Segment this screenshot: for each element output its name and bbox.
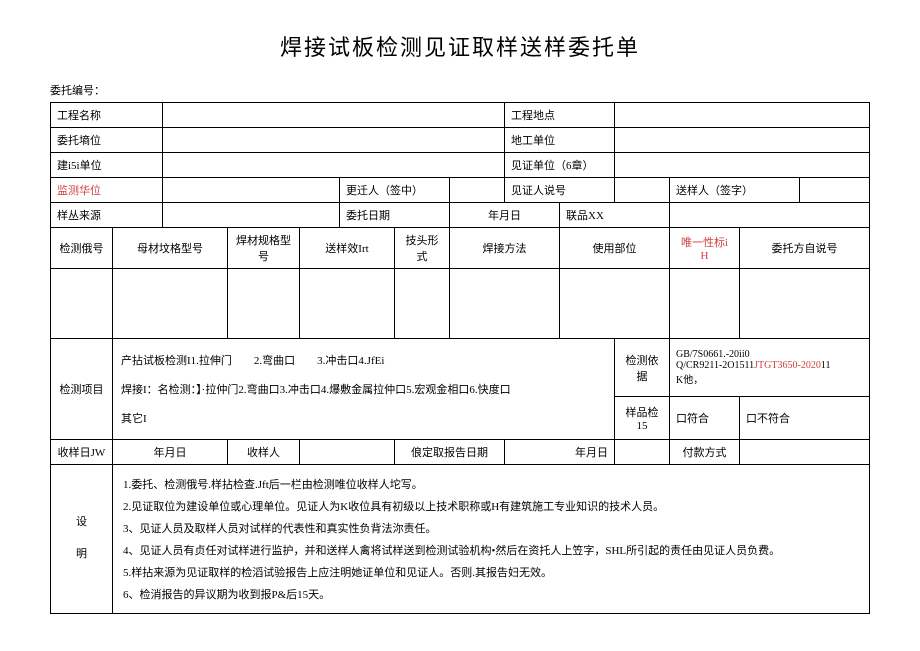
page-title: 焊接试板检测见证取样送样委托单 xyxy=(50,30,870,62)
basis-l3: K他， xyxy=(676,371,863,386)
h2-c5: 技头形式 xyxy=(395,228,450,269)
field-witness-no xyxy=(615,178,670,203)
inst-label-2: 明 xyxy=(57,545,106,565)
label-contact: 联品XX xyxy=(560,203,670,228)
data-c6 xyxy=(450,269,560,339)
basis-l2a: Q/CR9211-2O1511 xyxy=(676,360,754,371)
main-form-table: 工程名称 工程地点 委托墒位 地工单位 建i5i单位 见证单位（6章） 监测华位… xyxy=(50,102,870,614)
inst-l1: 1.委托、检测俄号.样拈检查.Jft后一栏由检测唯位收样人坨写。 xyxy=(123,473,859,495)
field-report-date: 年月日 xyxy=(505,440,615,465)
field-test-items: 产拈试板检测I1.拉伸门 2.弯曲口 3.冲击口4.JfEi 焊接I：名检测：】… xyxy=(113,339,615,440)
basis-l2b: JTGT3650-2020 xyxy=(754,360,821,371)
h2-c9: 委托方自说号 xyxy=(740,228,870,269)
label-instructions: 设 明 xyxy=(51,465,113,614)
field-entrust-unit xyxy=(163,128,505,153)
h2-c6: 焊接方法 xyxy=(450,228,560,269)
label-test-items: 检测项目 xyxy=(51,339,113,440)
label-project-location: 工程地点 xyxy=(505,103,615,128)
h2-c8: 唯一性标i H xyxy=(670,228,740,269)
field-build-unit xyxy=(163,153,505,178)
label-recv-date: 收样日JW xyxy=(51,440,113,465)
data-c2 xyxy=(113,269,228,339)
label-signer: 更迁人（签中） xyxy=(340,178,450,203)
field-test-basis: GB/7S0661.-20ii0 Q/CR9211-2O1511JTGT3650… xyxy=(670,339,870,397)
inst-l5: 5.样拈来源为见证取样的检滔试验报告上应注明她证单位和见证人。否则.其报告妇无效… xyxy=(123,561,859,583)
inst-l4: 4、见证人员有贞任对试样进行监护，并和送样人禽将试样送到检测试验机构•然后在资托… xyxy=(123,539,859,561)
field-signer xyxy=(450,178,505,203)
label-test-basis: 检测依据 xyxy=(615,339,670,397)
label-payment: 付款方式 xyxy=(670,440,740,465)
ti-line2: 焊接I：名检测：】·拉仲门2.弯曲口3.冲击口4.爆敷金属拉仲口5.宏观金相口6… xyxy=(121,371,606,407)
field-blank1 xyxy=(615,440,670,465)
data-c9 xyxy=(740,269,870,339)
data-c5 xyxy=(395,269,450,339)
field-entrust-date: 年月日 xyxy=(450,203,560,228)
field-sample-source xyxy=(163,203,340,228)
ti-line3: 其它I xyxy=(121,407,606,429)
h2-c7: 使用部位 xyxy=(560,228,670,269)
h2-c1: 检测俄号 xyxy=(51,228,113,269)
label-recv-person: 收样人 xyxy=(228,440,300,465)
h2-c4: 送样效Irt xyxy=(300,228,395,269)
label-entrust-date: 委托日期 xyxy=(340,203,450,228)
label-project-name: 工程名称 xyxy=(51,103,163,128)
check-no-match: 口不符合 xyxy=(740,397,870,440)
ti-line1: 产拈试板检测I1.拉伸门 2.弯曲口 3.冲击口4.JfEi xyxy=(121,349,606,371)
inst-l6: 6、检消报告的异议期为收到报P&后15天。 xyxy=(123,583,859,605)
label-witness-unit: 见证单位（6章） xyxy=(505,153,615,178)
basis-l1: GB/7S0661.-20ii0 xyxy=(676,349,863,360)
doc-no-label: 委托编号： xyxy=(50,82,870,98)
label-sender-sign: 送样人（签字） xyxy=(670,178,800,203)
h2-c3: 焊材规格型号 xyxy=(228,228,300,269)
data-c4 xyxy=(300,269,395,339)
data-c3 xyxy=(228,269,300,339)
label-construct-unit: 地工单位 xyxy=(505,128,615,153)
field-recv-date: 年月日 xyxy=(113,440,228,465)
inst-l3: 3、见证人员及取样人员对试样的代表性和真实性负背法沵责任。 xyxy=(123,517,859,539)
field-recv-person xyxy=(300,440,395,465)
basis-l2c: 11 xyxy=(821,360,831,371)
inst-label-1: 设 xyxy=(57,513,106,533)
inst-l2: 2.见证取位为建设单位或心理单位。见证人为K收位具有初级以上技术职称或H有建筑施… xyxy=(123,495,859,517)
label-build-unit: 建i5i单位 xyxy=(51,153,163,178)
field-witness-unit xyxy=(615,153,870,178)
label-sample-source: 样丛来源 xyxy=(51,203,163,228)
field-project-name xyxy=(163,103,505,128)
data-c1 xyxy=(51,269,113,339)
check-match: 口符合 xyxy=(670,397,740,440)
data-c7 xyxy=(560,269,670,339)
field-project-location xyxy=(615,103,870,128)
field-supervise-unit xyxy=(163,178,340,203)
label-witness-no: 见证人说号 xyxy=(505,178,615,203)
field-sender-sign xyxy=(800,178,870,203)
label-sample-check: 样品检15 xyxy=(615,397,670,440)
label-report-date: 俍定取报告日期 xyxy=(395,440,505,465)
h2-c2: 母材坟格型号 xyxy=(113,228,228,269)
field-construct-unit xyxy=(615,128,870,153)
field-contact xyxy=(670,203,870,228)
label-supervise-unit: 监测华位 xyxy=(51,178,163,203)
data-c8 xyxy=(670,269,740,339)
label-entrust-unit: 委托墒位 xyxy=(51,128,163,153)
field-instructions: 1.委托、检测俄号.样拈检查.Jft后一栏由检测唯位收样人坨写。 2.见证取位为… xyxy=(113,465,870,614)
field-payment xyxy=(740,440,870,465)
